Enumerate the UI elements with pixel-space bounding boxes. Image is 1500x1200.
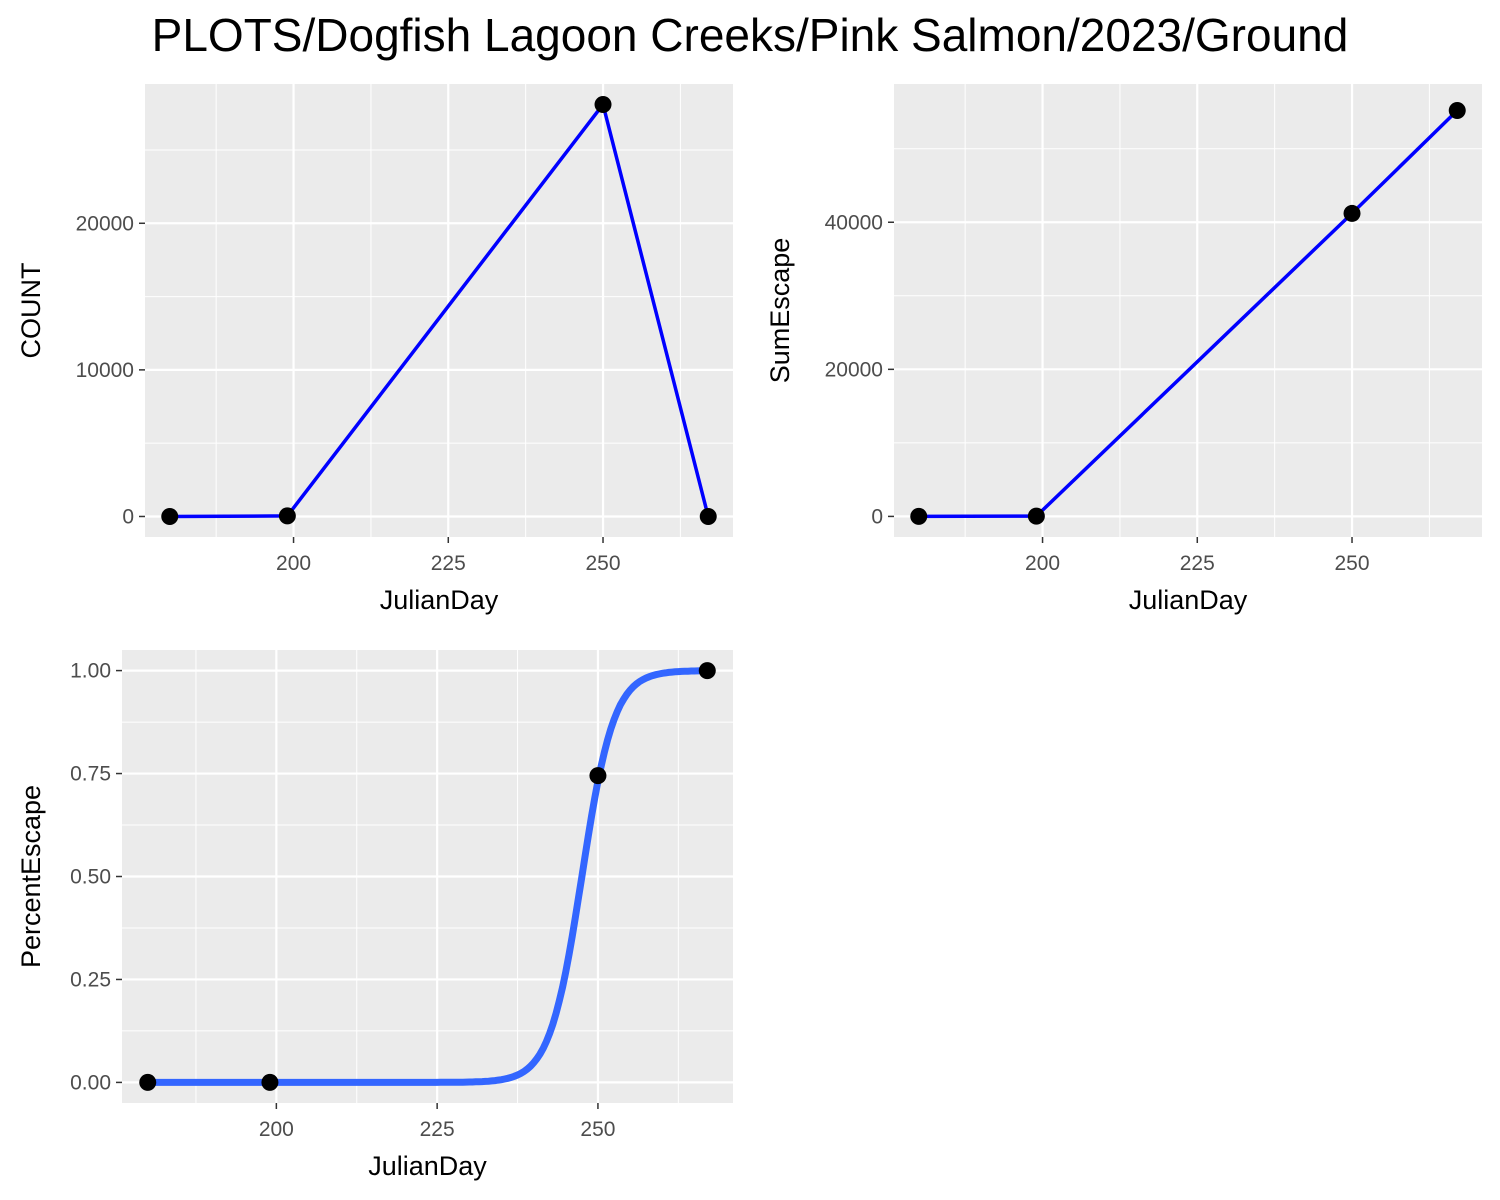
count-series-line bbox=[169, 102, 710, 519]
sum-escape-data-point bbox=[1027, 507, 1045, 525]
count-y-axis-title: COUNT bbox=[16, 263, 46, 359]
percent-escape-data-point bbox=[261, 1073, 279, 1091]
count-x-tick-label: 250 bbox=[585, 552, 620, 575]
percent-escape-y-tick-label: 0.50 bbox=[70, 866, 111, 889]
sum-escape-y-tick-label: 20000 bbox=[825, 358, 883, 381]
sum-escape-data-point bbox=[910, 507, 928, 525]
percent-escape-y-axis-title: PercentEscape bbox=[16, 785, 46, 968]
percent-escape-data-point bbox=[698, 662, 716, 680]
sum-escape-x-tick-label: 200 bbox=[1025, 552, 1060, 575]
sum-escape-series-line bbox=[918, 109, 1459, 519]
percent-escape-y-tick-label: 1.00 bbox=[70, 660, 111, 683]
sum-escape-x-tick-label: 225 bbox=[1180, 552, 1215, 575]
page-title: PLOTS/Dogfish Lagoon Creeks/Pink Salmon/… bbox=[151, 9, 1349, 61]
percent-escape-y-tick-label: 0.25 bbox=[70, 968, 111, 991]
count-x-tick-label: 225 bbox=[431, 552, 466, 575]
sum-escape-x-tick-label: 250 bbox=[1334, 552, 1369, 575]
sum-escape-y-tick-label: 40000 bbox=[825, 211, 883, 234]
sum-escape-y-tick-label: 0 bbox=[871, 505, 883, 528]
percent-escape-data-point bbox=[139, 1073, 157, 1091]
count-data-point bbox=[594, 96, 612, 114]
count-x-tick-label: 200 bbox=[276, 552, 311, 575]
sum-escape-plot-background bbox=[894, 84, 1482, 537]
percent-escape-smooth-curve bbox=[144, 667, 711, 1086]
percent-escape-x-axis-title: JulianDay bbox=[368, 1151, 487, 1181]
percent-escape-data-point bbox=[589, 767, 607, 785]
count-y-tick-label: 10000 bbox=[76, 359, 134, 382]
percent-escape-y-tick-label: 0.75 bbox=[70, 763, 111, 786]
percent-escape-x-tick-label: 200 bbox=[259, 1118, 294, 1141]
count-data-point bbox=[161, 507, 179, 525]
count-data-point bbox=[699, 507, 717, 525]
count-plot-background bbox=[145, 84, 733, 537]
count-y-tick-label: 20000 bbox=[76, 212, 134, 235]
sum-escape-data-point bbox=[1343, 204, 1361, 222]
count-y-tick-label: 0 bbox=[122, 505, 134, 528]
sum-escape-y-axis-title: SumEscape bbox=[765, 238, 795, 384]
sum-escape-panel: 200 225 250 0 20000 40000 JulianDay SumEscape bbox=[765, 84, 1482, 615]
percent-escape-panel: 200 225 250 0.00 0.25 0.50 0.75 1.00 JulianDay Pe… bbox=[16, 650, 733, 1181]
count-x-axis-title: JulianDay bbox=[380, 585, 499, 615]
count-panel: 200 225 250 0 10000 20000 JulianDay COUNT bbox=[16, 84, 733, 615]
sum-escape-x-axis-title: JulianDay bbox=[1129, 585, 1248, 615]
percent-escape-x-tick-label: 250 bbox=[580, 1118, 615, 1141]
percent-escape-x-tick-label: 225 bbox=[420, 1118, 455, 1141]
sum-escape-data-point bbox=[1448, 101, 1466, 119]
percent-escape-y-tick-label: 0.00 bbox=[70, 1071, 111, 1094]
count-data-point bbox=[278, 507, 296, 525]
